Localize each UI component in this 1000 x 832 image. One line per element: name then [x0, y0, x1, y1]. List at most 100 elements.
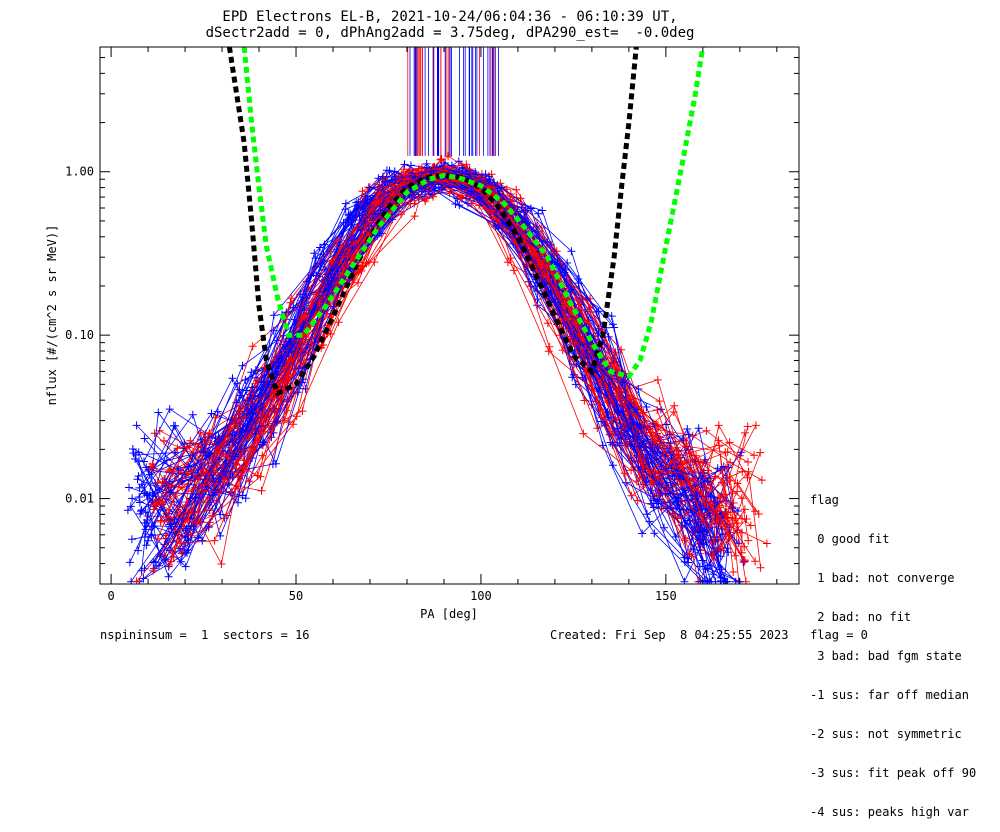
blue-data-point — [150, 564, 158, 573]
blue-data-point — [705, 577, 714, 584]
red-data-point — [610, 362, 619, 371]
blue-measured-curve — [142, 47, 711, 584]
blue-data-point — [228, 374, 237, 383]
red-data-point — [164, 513, 173, 522]
blue-data-point — [634, 385, 643, 393]
legend-item: 2 bad: no fit — [810, 610, 912, 624]
red-data-point — [289, 420, 298, 429]
red-data-point — [639, 462, 648, 471]
blue-data-point — [154, 408, 163, 417]
blue-data-point — [613, 424, 622, 433]
blue-data-point — [567, 247, 576, 256]
red-measured-curve — [146, 164, 723, 545]
blue-data-point — [199, 447, 208, 456]
blue-data-point — [125, 558, 134, 567]
red-data-point — [535, 260, 543, 269]
blue-data-point — [247, 368, 256, 377]
red-data-point — [467, 199, 476, 208]
blue-measured-curve — [141, 168, 732, 584]
blue-data-point — [407, 161, 415, 170]
red-data-point — [688, 476, 696, 485]
red-data-point — [715, 441, 724, 450]
red-data-point — [200, 480, 209, 489]
blue-data-point — [694, 424, 703, 433]
red-data-point — [153, 478, 162, 487]
x-tick-label: 150 — [655, 589, 677, 603]
blue-data-point — [653, 444, 662, 453]
axes-layer: 0 50 100 150 0.01 0.10 1.00 — [65, 47, 799, 603]
blue-data-point — [141, 508, 150, 517]
blue-series-line — [138, 184, 712, 545]
blue-data-point — [376, 206, 385, 215]
blue-data-point — [533, 222, 541, 231]
y-tick-label: 1.00 — [65, 165, 94, 179]
red-data-point — [715, 503, 724, 512]
red-data-point — [740, 556, 749, 565]
red-data-point — [627, 466, 636, 475]
red-data-point — [223, 453, 232, 462]
blue-series-line — [147, 175, 723, 570]
red-data-point — [597, 413, 606, 422]
blue-data-point — [155, 561, 163, 570]
blue-data-point — [665, 430, 674, 439]
red-measured-curve — [153, 47, 749, 565]
red-data-point — [196, 428, 205, 437]
red-data-point — [389, 190, 398, 198]
blue-measured-curve — [135, 167, 732, 584]
red-data-point — [744, 458, 752, 466]
blue-data-point — [252, 373, 261, 382]
red-measured-curve — [132, 169, 732, 584]
red-data-point — [132, 577, 141, 584]
red-data-point — [673, 454, 682, 463]
blue-data-point — [447, 161, 456, 170]
blue-data-point — [186, 494, 195, 503]
blue-data-point — [320, 240, 329, 249]
blue-data-point — [140, 434, 149, 443]
red-data-point — [456, 192, 465, 201]
y-tick-label: 0.10 — [65, 328, 94, 342]
red-data-point — [544, 347, 553, 356]
blue-data-point — [571, 380, 580, 389]
blue-data-point — [679, 505, 688, 514]
red-data-point — [205, 506, 214, 515]
blue-data-point — [169, 421, 178, 430]
red-series-line — [152, 168, 733, 572]
red-data-point — [296, 315, 305, 324]
blue-measured-curve — [137, 47, 705, 575]
red-data-point — [149, 505, 158, 514]
blue-data-point — [494, 221, 503, 230]
blue-data-point — [643, 510, 651, 519]
red-data-point — [405, 166, 414, 175]
red-data-point — [149, 566, 158, 575]
red-data-point — [740, 505, 749, 514]
x-axis-label: PA [deg] — [420, 607, 478, 621]
red-data-point — [334, 318, 343, 327]
red-data-point — [751, 421, 760, 430]
blue-data-point — [310, 249, 319, 258]
legend-item: 3 bad: bad fgm state — [810, 649, 962, 663]
red-data-point — [690, 485, 699, 494]
blue-data-point — [140, 457, 148, 466]
blue-series-line — [144, 167, 721, 582]
blue-data-point — [455, 201, 464, 210]
red-data-point — [148, 459, 157, 468]
red-data-point — [489, 214, 498, 223]
blue-data-point — [354, 203, 363, 212]
red-data-point — [684, 550, 693, 559]
blue-data-point — [417, 184, 426, 193]
blue-series-line — [129, 168, 721, 563]
blue-data-point — [365, 183, 374, 192]
blue-data-point — [563, 259, 572, 267]
blue-measured-curve — [161, 163, 748, 567]
blue-data-point — [323, 279, 332, 288]
blue-data-point — [269, 326, 278, 335]
red-data-point — [278, 385, 287, 394]
red-data-point — [375, 183, 384, 191]
blue-data-point — [134, 472, 143, 481]
red-series-line — [136, 173, 729, 582]
chart-title-line-2: dSectr2add = 0, dPhAng2add = 3.75deg, dP… — [205, 25, 695, 41]
red-data-point — [711, 472, 720, 481]
red-data-point — [649, 439, 658, 448]
red-data-point — [668, 510, 677, 519]
legend-item: -1 sus: far off median — [810, 688, 969, 702]
